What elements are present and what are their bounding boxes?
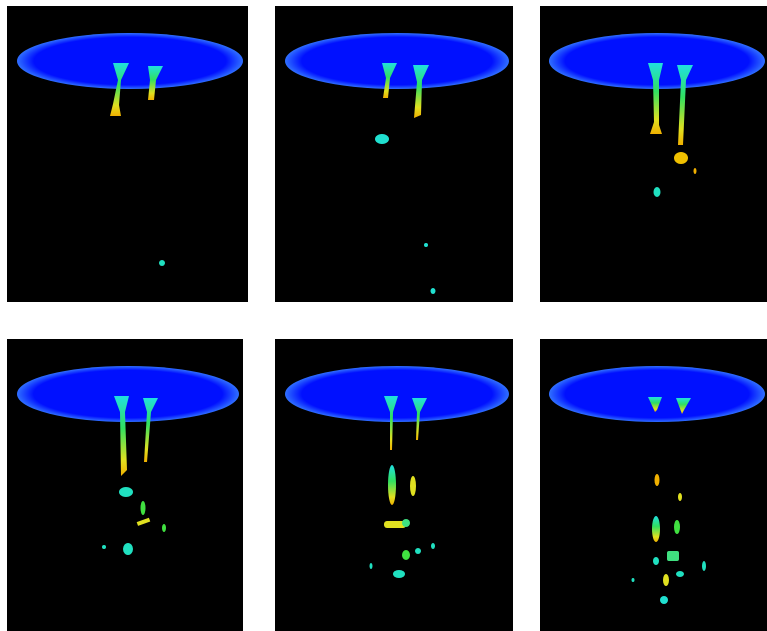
panel — [540, 339, 767, 631]
droplet — [102, 545, 106, 549]
page — [0, 0, 767, 631]
disk — [17, 366, 239, 422]
disk — [285, 366, 509, 422]
droplet — [702, 561, 706, 571]
droplet — [388, 465, 396, 505]
droplet — [402, 550, 410, 560]
droplet — [674, 520, 680, 534]
droplet — [431, 543, 435, 549]
droplet — [667, 551, 679, 561]
droplet — [402, 519, 410, 527]
droplet — [375, 134, 389, 144]
droplet — [431, 288, 436, 294]
droplet — [415, 548, 421, 554]
droplet — [653, 557, 659, 565]
droplet — [370, 563, 373, 569]
disk — [285, 33, 509, 89]
panel — [7, 6, 248, 302]
droplet — [660, 596, 668, 604]
droplet — [678, 493, 682, 501]
droplet — [393, 570, 405, 578]
panel — [7, 339, 243, 631]
droplet — [632, 578, 635, 582]
droplet — [652, 516, 660, 542]
droplet — [119, 487, 133, 497]
droplet — [694, 168, 697, 174]
droplet — [674, 152, 688, 164]
droplet — [159, 260, 165, 266]
disk — [17, 33, 243, 89]
droplet — [123, 543, 133, 555]
disk — [549, 366, 765, 422]
droplet — [654, 187, 661, 197]
droplet — [655, 474, 660, 486]
droplet — [676, 571, 684, 577]
droplet — [141, 501, 146, 515]
droplet — [663, 574, 669, 586]
droplet — [424, 243, 428, 247]
droplet — [162, 524, 166, 532]
figure — [0, 0, 767, 631]
panel — [275, 6, 513, 302]
panel — [540, 6, 767, 302]
panel — [275, 339, 513, 631]
droplet — [410, 476, 416, 496]
